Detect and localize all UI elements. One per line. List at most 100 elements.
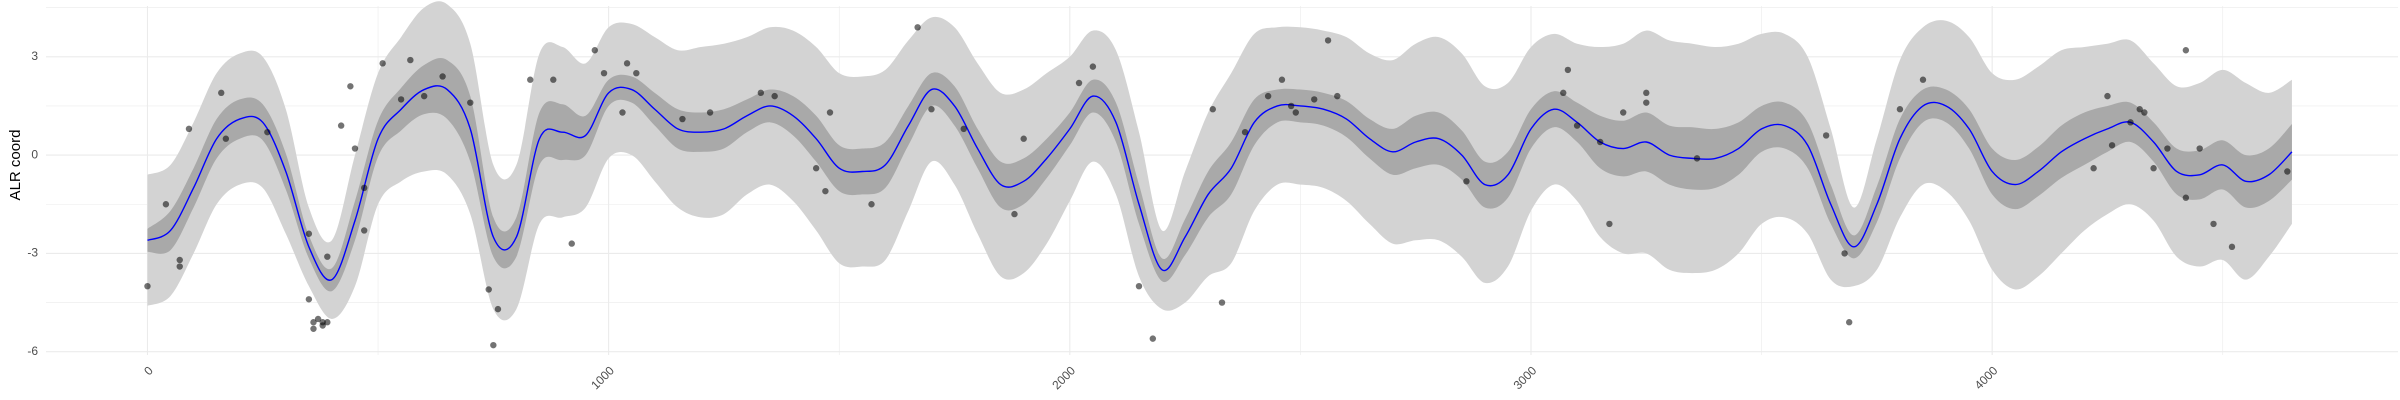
data-point [928, 106, 935, 113]
data-point [407, 56, 414, 64]
data-point [1209, 106, 1216, 113]
data-point [305, 230, 313, 237]
data-point [2127, 119, 2134, 126]
x-tick-label: 2000 [1049, 363, 1078, 392]
data-point [1278, 76, 1286, 83]
data-point [324, 319, 331, 326]
data-point [2164, 145, 2171, 152]
data-point [2182, 194, 2190, 201]
data-point [185, 125, 193, 133]
data-point [1334, 92, 1341, 100]
confidence-bands [147, 1, 2292, 321]
data-point [264, 128, 271, 136]
data-point [600, 69, 608, 77]
data-point [706, 109, 714, 116]
data-point [305, 296, 313, 303]
x-tick-label: 3000 [1511, 363, 1540, 392]
data-point [1606, 220, 1613, 228]
data-point [1218, 299, 1226, 306]
data-point [619, 109, 626, 116]
data-point [1573, 122, 1581, 129]
data-point [771, 92, 778, 100]
y-tick-label: 3 [31, 49, 38, 63]
mean-line-layer [147, 85, 2293, 281]
data-point [1020, 135, 1027, 142]
data-point [144, 282, 151, 290]
data-point [1560, 89, 1567, 97]
data-point [2141, 109, 2148, 116]
data-point [1311, 96, 1318, 103]
data-point [550, 76, 557, 83]
data-point [2196, 145, 2203, 152]
data-point [314, 315, 322, 323]
data-point [1596, 138, 1604, 146]
data-point [1287, 102, 1295, 110]
data-point [222, 135, 230, 142]
data-point [826, 109, 834, 116]
y-axis-ticks: 3 0 -3 -6 [27, 49, 38, 358]
y-axis-title: ALR coord [7, 130, 24, 201]
data-point [2182, 47, 2190, 54]
data-point [2210, 220, 2217, 228]
y-tick-label: -6 [27, 344, 38, 358]
observation-points [144, 24, 2291, 349]
data-point [1241, 128, 1249, 136]
data-point [1075, 79, 1083, 87]
data-point [568, 240, 575, 247]
data-point [347, 83, 354, 90]
data-point [1135, 282, 1143, 290]
data-point [162, 201, 170, 208]
data-point [324, 253, 331, 260]
data-point [176, 263, 183, 270]
data-point [1643, 89, 1650, 97]
data-point [679, 115, 686, 123]
data-point [1919, 76, 1927, 83]
data-point [467, 99, 474, 106]
mean-line [147, 85, 2293, 281]
data-point [218, 89, 225, 97]
data-point [527, 76, 534, 83]
data-point [633, 69, 640, 77]
data-point [2108, 142, 2116, 149]
data-point [1149, 335, 1157, 342]
data-point [2090, 165, 2097, 172]
data-point [1822, 132, 1830, 139]
data-point [1846, 319, 1853, 326]
data-point [1841, 250, 1848, 257]
data-point [361, 227, 368, 234]
data-point [337, 122, 345, 129]
data-point [812, 165, 820, 172]
data-point [176, 256, 183, 264]
data-point [822, 187, 829, 195]
data-point [1324, 37, 1332, 44]
data-point [379, 60, 386, 67]
data-point [1620, 109, 1627, 116]
data-point [351, 145, 359, 152]
data-point [1264, 92, 1272, 100]
data-point [623, 60, 631, 67]
data-point [319, 319, 326, 326]
data-point [757, 89, 765, 97]
x-tick-label: 4000 [1972, 363, 2001, 392]
data-point [494, 305, 502, 313]
x-axis-ticks: 0 1000 2000 3000 4000 [141, 363, 2001, 392]
data-point [1643, 99, 1650, 106]
data-point [960, 125, 967, 133]
x-tick-label: 1000 [588, 363, 617, 392]
data-point [397, 96, 405, 103]
data-point [2150, 165, 2157, 172]
data-point [1292, 109, 1299, 116]
data-point [2136, 106, 2143, 113]
data-point [439, 73, 446, 80]
data-point [868, 201, 875, 208]
data-point [1463, 178, 1470, 185]
data-point [1564, 66, 1572, 74]
data-point [310, 325, 317, 332]
data-point [490, 341, 497, 349]
data-point [361, 184, 368, 192]
data-point [1896, 106, 1904, 113]
data-point [914, 24, 921, 31]
data-point [1693, 155, 1701, 162]
